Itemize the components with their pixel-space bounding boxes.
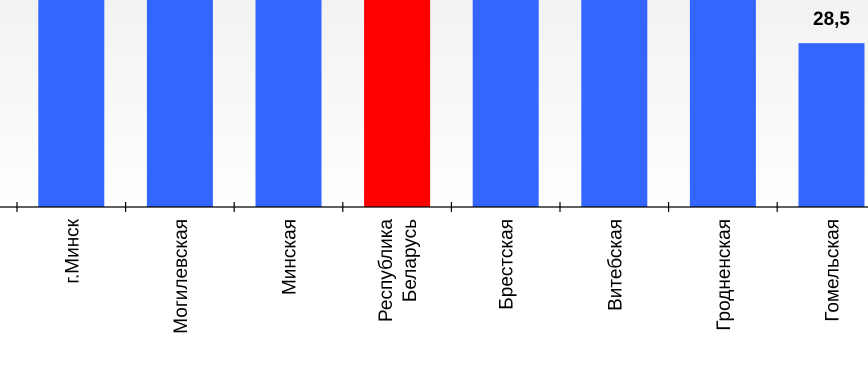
x-tick-label: г.Минск bbox=[62, 218, 83, 283]
bars-group bbox=[38, 0, 865, 208]
x-axis bbox=[0, 202, 868, 212]
bar bbox=[798, 43, 865, 208]
bar bbox=[146, 0, 213, 207]
x-tick-label: Беларусь bbox=[400, 219, 421, 302]
bar bbox=[472, 0, 539, 208]
x-tick-label: Брестская bbox=[497, 219, 518, 310]
x-tick-label: Гомельская bbox=[823, 219, 844, 322]
value-labels-group: 41,041,038,636,235,133,432,928,5 bbox=[813, 9, 850, 30]
category-labels-group: г.Минск Могилевская Минская Республика Белар… bbox=[62, 218, 843, 333]
data-label: 28,5 bbox=[813, 9, 850, 30]
bar bbox=[38, 0, 105, 207]
bar bbox=[689, 0, 756, 208]
bar bbox=[255, 0, 322, 207]
x-tick-label: Гродненская bbox=[714, 219, 735, 331]
x-tick-label: Республика bbox=[376, 219, 397, 322]
x-tick-label: Минская bbox=[280, 219, 301, 295]
x-tick-label: Могилевская bbox=[171, 219, 192, 334]
x-tick-label: Витебская bbox=[605, 219, 626, 311]
bar bbox=[581, 0, 648, 208]
bar bbox=[364, 0, 431, 207]
